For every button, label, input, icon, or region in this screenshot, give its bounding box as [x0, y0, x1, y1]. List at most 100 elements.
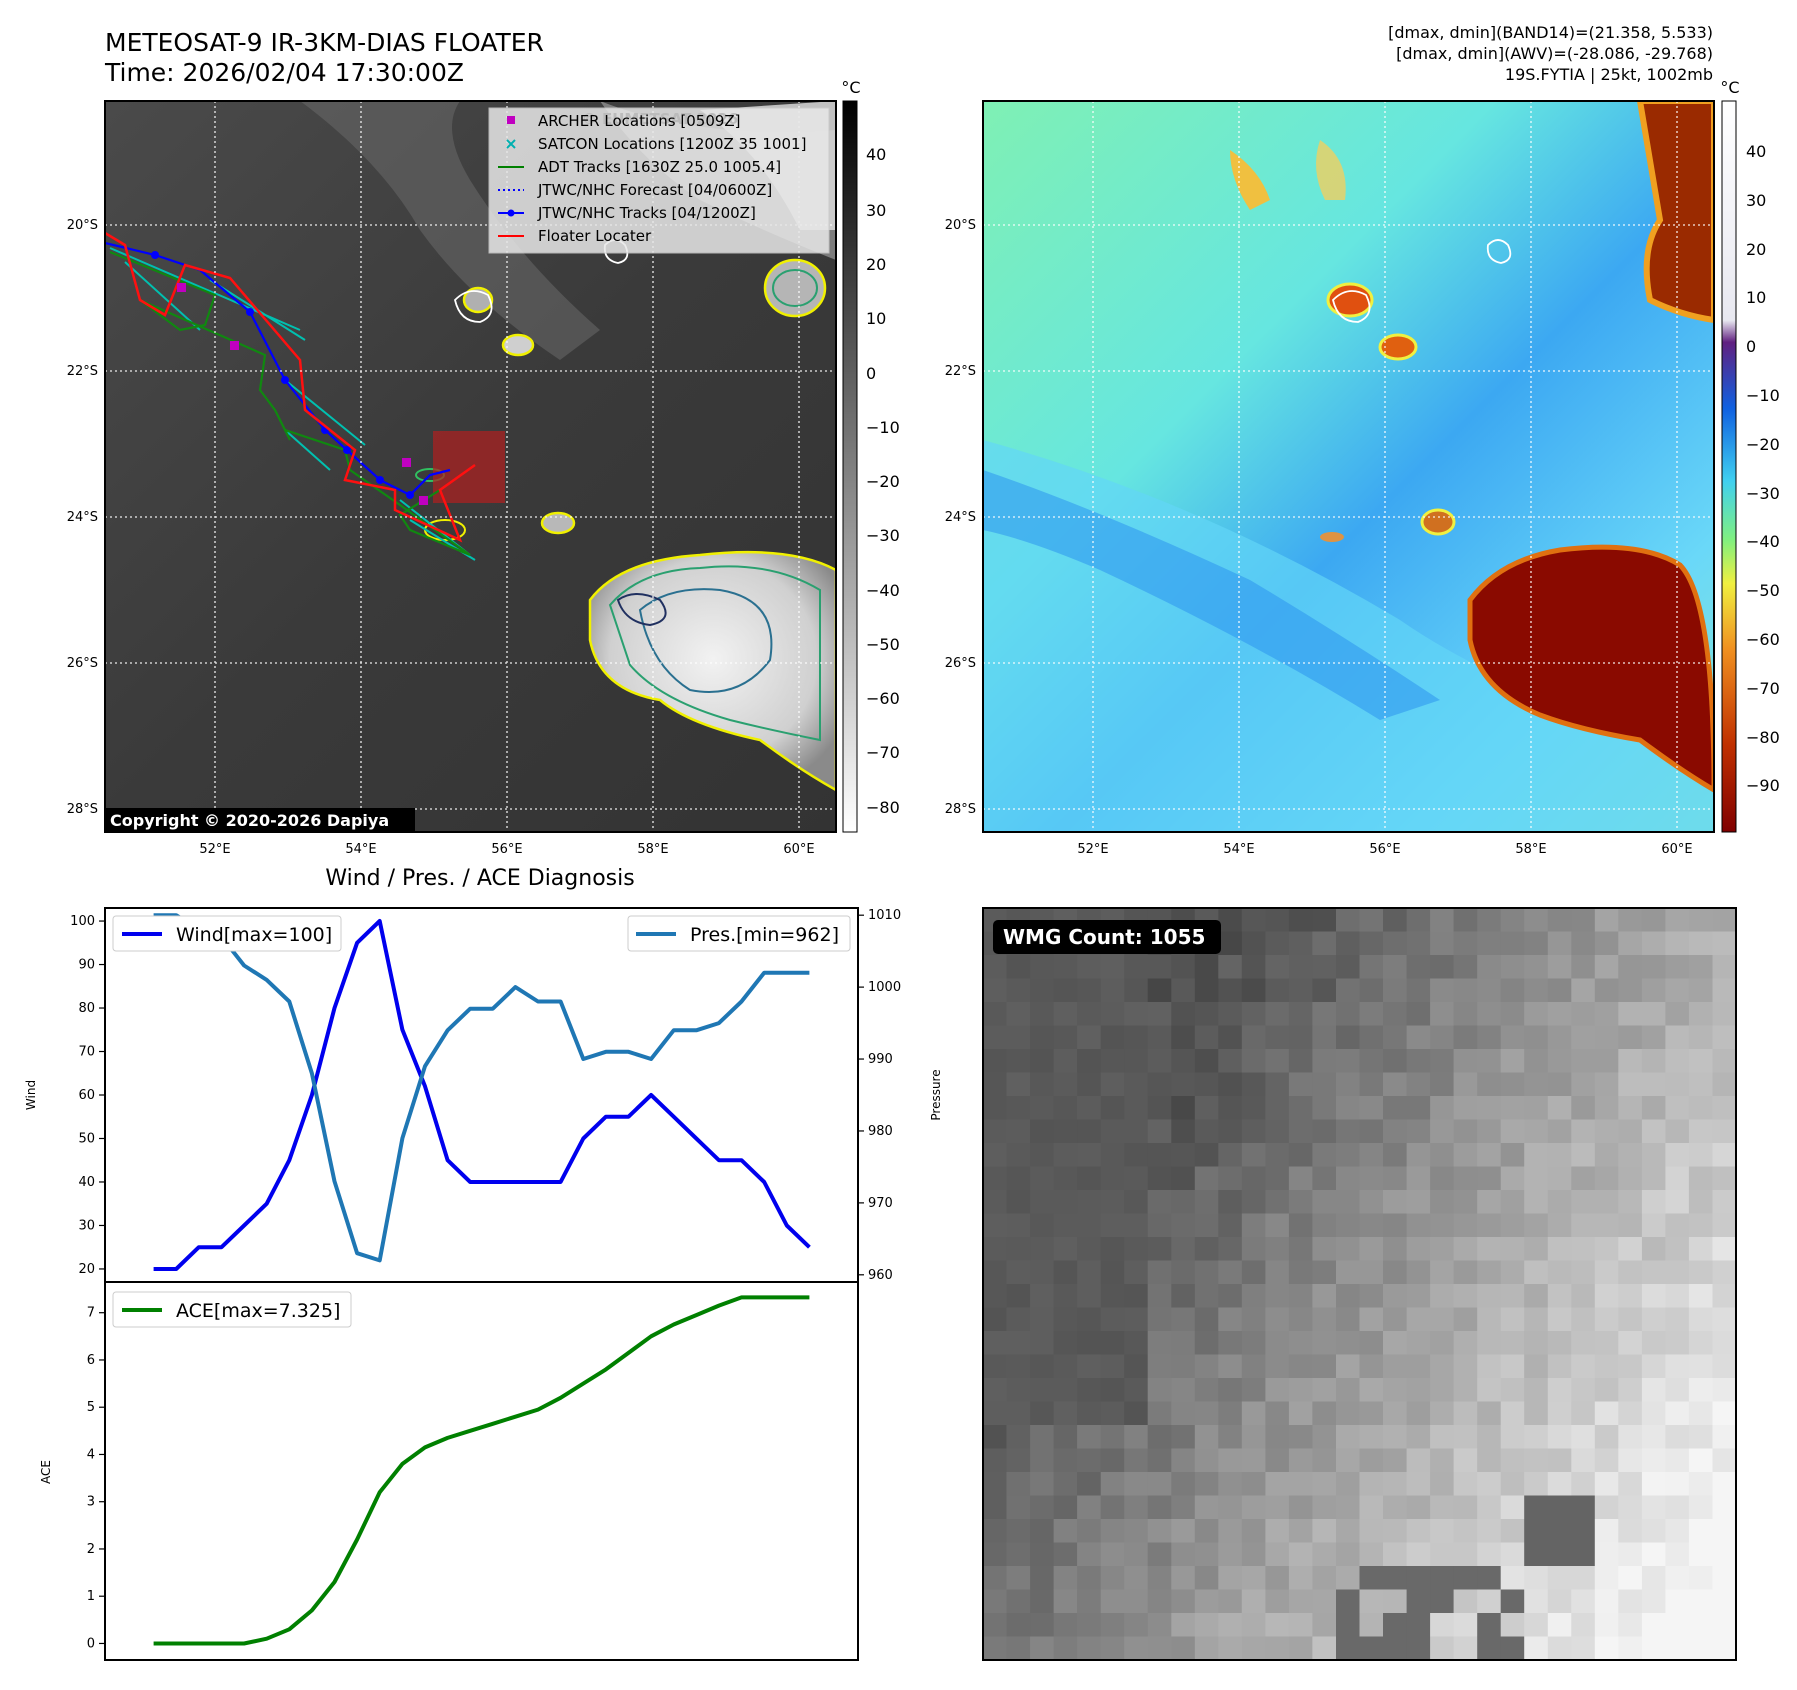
wmg-pixel: [1265, 1401, 1290, 1426]
wmg-pixel: [1665, 1166, 1690, 1191]
wmg-pixel: [1218, 1237, 1243, 1262]
wmg-pixel: [1265, 1378, 1290, 1403]
wmg-pixel: [1100, 978, 1125, 1003]
wmg-pixel: [1712, 1472, 1737, 1497]
wmg-pixel: [1147, 1354, 1172, 1379]
wmg-pixel: [1712, 1119, 1737, 1144]
wmg-pixel: [1547, 955, 1572, 980]
wmg-pixel: [983, 1472, 1008, 1497]
wmg-pixel: [983, 1331, 1008, 1356]
wmg-pixel: [1688, 1636, 1713, 1661]
wmg-pixel: [1453, 978, 1478, 1003]
wmg-pixel: [1288, 1025, 1313, 1050]
wmg-pixel: [1524, 1401, 1549, 1426]
wmg-pixel: [1383, 978, 1408, 1003]
wmg-pixel: [1641, 1002, 1666, 1027]
wmg-pixel: [1477, 1378, 1502, 1403]
wmg-pixel: [1359, 1237, 1384, 1262]
wmg-pixel: [1359, 1354, 1384, 1379]
wmg-pixel: [1524, 1378, 1549, 1403]
wmg-pixel: [1430, 1002, 1455, 1027]
wmg-pixel: [1453, 1378, 1478, 1403]
svg-text:30: 30: [1746, 191, 1766, 210]
wmg-pixel: [1547, 1072, 1572, 1097]
wmg-pixel: [1453, 1260, 1478, 1285]
wmg-pixel: [1594, 1260, 1619, 1285]
wmg-pixel: [1077, 1448, 1102, 1473]
wmg-pixel: [1171, 1401, 1196, 1426]
wmg-pixel: [1618, 1636, 1643, 1661]
wmg-pixel: [1665, 1190, 1690, 1215]
wmg-pixel: [1218, 1096, 1243, 1121]
wmg-pixel: [1641, 1425, 1666, 1450]
wmg-pixel: [1265, 1425, 1290, 1450]
wmg-pixel: [1100, 955, 1125, 980]
wmg-pixel: [1571, 1237, 1596, 1262]
wmg-pixel: [1477, 1636, 1502, 1661]
wmg-pixel: [1194, 1495, 1219, 1520]
wmg-pixel: [1053, 1542, 1078, 1567]
wmg-pixel: [1477, 978, 1502, 1003]
wind-tick-label: 40: [78, 1175, 95, 1190]
wmg-pixel: [1594, 1519, 1619, 1544]
wmg-pixel: [1641, 1096, 1666, 1121]
wmg-pixel: [1241, 1331, 1266, 1356]
wmg-pixel: [1194, 1260, 1219, 1285]
wmg-pixel: [1077, 1025, 1102, 1050]
wmg-pixel: [1453, 1143, 1478, 1168]
wmg-pixel: [1006, 1519, 1031, 1544]
wmg-pixel: [1571, 1096, 1596, 1121]
wmg-pixel: [1030, 1072, 1055, 1097]
wmg-pixel: [1594, 931, 1619, 956]
wmg-pixel: [1712, 978, 1737, 1003]
wmg-pixel: [1547, 1519, 1572, 1544]
wmg-pixel: [1147, 1049, 1172, 1074]
wmg-pixel: [1288, 1495, 1313, 1520]
wmg-pixel: [1077, 1636, 1102, 1661]
svg-text:−20: −20: [1746, 435, 1780, 454]
wmg-pixel: [1688, 978, 1713, 1003]
wmg-pixel: [1053, 955, 1078, 980]
wmg-pixel: [1383, 1307, 1408, 1332]
wmg-pixel: [1100, 1072, 1125, 1097]
ir-colorbar: °C 40 30 20 10 0 −10 −20 −30 −40 −50 −60…: [841, 78, 900, 833]
svg-text:Pres.[min=962]: Pres.[min=962]: [690, 924, 839, 946]
wmg-pixel: [1077, 1143, 1102, 1168]
wmg-pixel: [1571, 1143, 1596, 1168]
wmg-pixel: [1288, 1472, 1313, 1497]
wmg-pixel: [1147, 1190, 1172, 1215]
wmg-pixel: [1100, 1096, 1125, 1121]
wmg-pixel: [1547, 1143, 1572, 1168]
wmg-pixel: [1171, 1378, 1196, 1403]
wmg-pixel: [1265, 1307, 1290, 1332]
wmg-pixel: [1241, 1002, 1266, 1027]
wmg-pixel: [1712, 1237, 1737, 1262]
wmg-pixel: [1336, 1119, 1361, 1144]
wmg-pixel: [1453, 1190, 1478, 1215]
wmg-pixel: [1500, 1025, 1525, 1050]
wmg-pixel: [1712, 1002, 1737, 1027]
wmg-pixel: [1500, 1166, 1525, 1191]
wmg-pixel: [1594, 1589, 1619, 1614]
wmg-pixel: [1477, 1472, 1502, 1497]
wmg-pixel: [1053, 978, 1078, 1003]
wmg-pixel: [1524, 1143, 1549, 1168]
wmg-pixel: [1594, 1119, 1619, 1144]
wmg-pixel: [1665, 1002, 1690, 1027]
wmg-pixel: [1383, 1613, 1408, 1638]
svg-text:−90: −90: [1746, 776, 1780, 795]
wmg-pixel: [1688, 908, 1713, 933]
wmg-pixel: [1665, 1636, 1690, 1661]
wmg-pixel: [1383, 1566, 1408, 1591]
wmg-pixel: [1430, 1519, 1455, 1544]
wmg-pixel: [1218, 1495, 1243, 1520]
wmg-pixel: [1147, 1636, 1172, 1661]
wmg-pixel: [1712, 1401, 1737, 1426]
wmg-pixel: [1500, 1566, 1525, 1591]
wmg-pixel: [1641, 1143, 1666, 1168]
wmg-pixel: [1359, 1425, 1384, 1450]
wmg-pixel: [1030, 1378, 1055, 1403]
wmg-pixel: [1406, 1260, 1431, 1285]
wmg-pixel: [1712, 1613, 1737, 1638]
diag-panel: Wind / Pres. / ACE Diagnosis 20304050607…: [24, 866, 943, 1661]
